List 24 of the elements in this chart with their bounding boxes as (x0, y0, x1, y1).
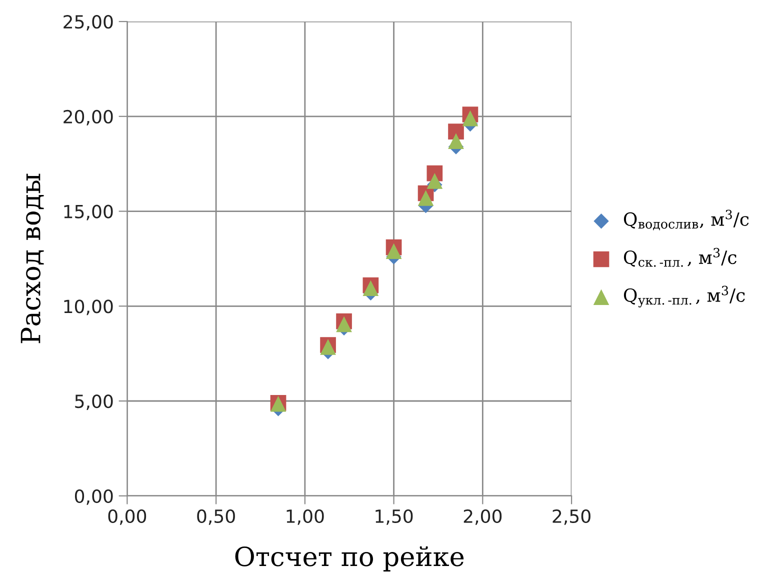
x-tick-label: 1,50 (376, 509, 413, 525)
y-axis-title: Расход воды (20, 174, 44, 344)
x-tick-label: 0,50 (197, 509, 235, 525)
legend-label: Q$_{водослив}$, м$^{3}$/с (624, 210, 749, 230)
x-tick-label: 0,00 (108, 509, 146, 525)
y-tick-label: 25,00 (64, 14, 113, 30)
point (362, 280, 379, 296)
point (386, 243, 402, 260)
legend-label: Q$_{укл.-пл.}$, м$^{3}$/с (624, 286, 745, 308)
x-tick-label: 2,00 (464, 509, 502, 525)
point (462, 110, 478, 126)
point (418, 190, 434, 206)
x-tick-label: 2,50 (552, 509, 590, 525)
x-axis-title: Отсчет по рейке (235, 546, 464, 572)
y-tick-label: 15,00 (64, 204, 113, 220)
y-tick-label: 10,00 (64, 300, 113, 316)
point (426, 172, 443, 189)
point (448, 133, 464, 149)
y-tick-label: 20,00 (64, 110, 113, 126)
x-tick-label: 1,00 (286, 509, 324, 525)
y-tick-label: 0,00 (74, 489, 113, 505)
y-tick-label: 5,00 (75, 394, 113, 410)
legend-label: Q$_{ск.-пл.}$, м$^{3}$/с (624, 248, 736, 267)
point (448, 124, 464, 140)
